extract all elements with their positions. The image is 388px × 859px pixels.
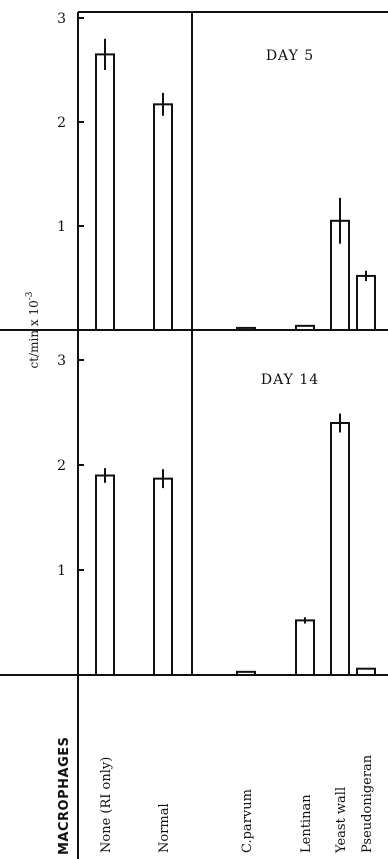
bar-2-5 [330,422,350,676]
category-axis-title: MACROPHAGES [57,737,72,855]
bar-1-1 [95,53,115,332]
y-tick-label: 3 [57,353,66,369]
bar-2-2 [153,477,173,676]
y-tick-label: 1 [57,563,66,579]
panel-title: DAY 5 [266,48,314,64]
panel-2: DAY 14 1 2 3 [57,353,376,677]
bar-2-3 [236,670,256,676]
bar-1-4 [295,324,315,331]
category-label: Normal [157,803,172,853]
y-tick-label: 1 [57,219,66,235]
category-label: Yeast wall [334,787,349,854]
bar-2-1 [95,474,115,676]
category-label: Pseudonigeran [360,754,375,853]
y-tick-label: 3 [57,11,66,27]
category-label: None (RI only) [99,757,114,853]
y-axis-label: ct/min x 10-3 [25,291,41,368]
y-tick-label: 2 [57,458,66,474]
panel-1: DAY 5 1 2 3 [57,11,376,332]
bar-1-2 [153,103,173,331]
category-label: Lentinan [299,794,314,853]
category-label: C.parvum [240,789,255,853]
bar-1-3 [236,326,256,332]
bar-2-4 [295,619,315,677]
panel-title: DAY 14 [261,372,319,388]
y-tick-label: 2 [57,115,66,131]
bar-1-6 [356,274,376,332]
bar-2-6 [356,667,376,677]
